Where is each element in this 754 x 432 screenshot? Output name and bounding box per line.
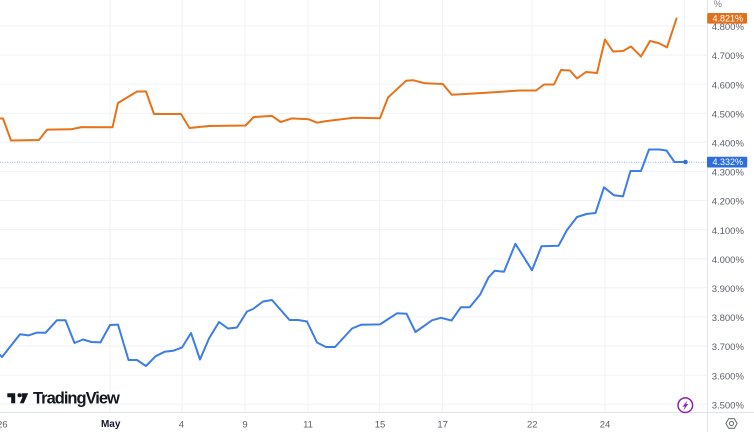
svg-text:4.821%: 4.821% [713, 14, 744, 24]
svg-text:4.000%: 4.000% [712, 255, 745, 266]
svg-text:4: 4 [179, 419, 184, 430]
svg-text:4.600%: 4.600% [712, 80, 745, 91]
svg-text:May: May [101, 419, 121, 430]
svg-text:TradingView: TradingView [33, 390, 120, 408]
svg-text:3.700%: 3.700% [712, 342, 745, 353]
svg-text:4.800%: 4.800% [712, 22, 745, 33]
svg-text:3.500%: 3.500% [712, 400, 745, 411]
svg-text:4.400%: 4.400% [712, 139, 745, 150]
svg-text:9: 9 [242, 419, 247, 430]
svg-text:4.700%: 4.700% [712, 51, 745, 62]
svg-text:4.200%: 4.200% [712, 197, 745, 208]
svg-text:4.300%: 4.300% [712, 168, 745, 179]
svg-text:22: 22 [527, 419, 538, 430]
svg-text:26: 26 [0, 419, 8, 430]
svg-text:3.800%: 3.800% [712, 313, 745, 324]
svg-text:17: 17 [437, 419, 448, 430]
svg-text:24: 24 [600, 419, 611, 430]
svg-text:3.900%: 3.900% [712, 284, 745, 295]
svg-text:3.600%: 3.600% [712, 371, 745, 382]
svg-text:4.500%: 4.500% [712, 109, 745, 120]
svg-text:11: 11 [303, 419, 313, 430]
svg-text:4.332%: 4.332% [713, 157, 744, 167]
svg-text:4.100%: 4.100% [712, 226, 745, 237]
svg-text:%: % [714, 0, 722, 9]
svg-text:15: 15 [375, 419, 386, 430]
